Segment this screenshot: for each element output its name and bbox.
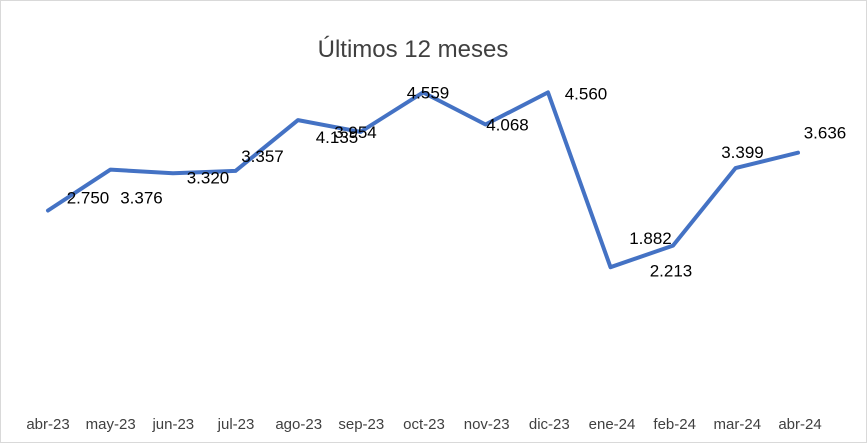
x-tick-label: dic-23 (529, 416, 570, 433)
x-tick-label: ago-23 (275, 416, 322, 433)
x-tick-label: feb-24 (653, 416, 696, 433)
series-line (46, 90, 800, 270)
x-tick-label: jul-23 (217, 416, 255, 433)
x-tick-label: sep-23 (338, 416, 384, 433)
data-label: 2.750 (67, 189, 110, 208)
data-label: 4.135 (316, 128, 359, 147)
data-label: 3.636 (804, 124, 847, 143)
x-tick-label: may-23 (86, 416, 136, 433)
x-tick-label: mar-24 (714, 416, 762, 433)
data-label: 4.559 (407, 83, 450, 102)
data-label: 4.560 (565, 84, 608, 103)
data-label: 3.399 (721, 143, 764, 162)
data-label: 4.068 (486, 116, 529, 135)
x-tick-label: oct-23 (403, 416, 445, 433)
data-label: 3.376 (120, 189, 163, 208)
data-label: 3.954 (334, 123, 377, 142)
data-label: 2.213 (650, 262, 693, 281)
x-axis-tick-labels: abr-23 may-23 jun-23 jul-23 ago-23 sep-23 oct-… (26, 416, 821, 433)
x-tick-label: abr-23 (26, 416, 69, 433)
x-tick-label: jun-23 (151, 416, 194, 433)
data-label: 3.320 (187, 168, 230, 187)
x-tick-label: nov-23 (464, 416, 510, 433)
chart-title: Últimos 12 meses (318, 36, 509, 63)
x-tick-label: ene-24 (589, 416, 636, 433)
data-label: 1.882 (629, 229, 672, 248)
x-tick-label: abr-24 (778, 416, 821, 433)
data-label: 3.357 (241, 147, 284, 166)
